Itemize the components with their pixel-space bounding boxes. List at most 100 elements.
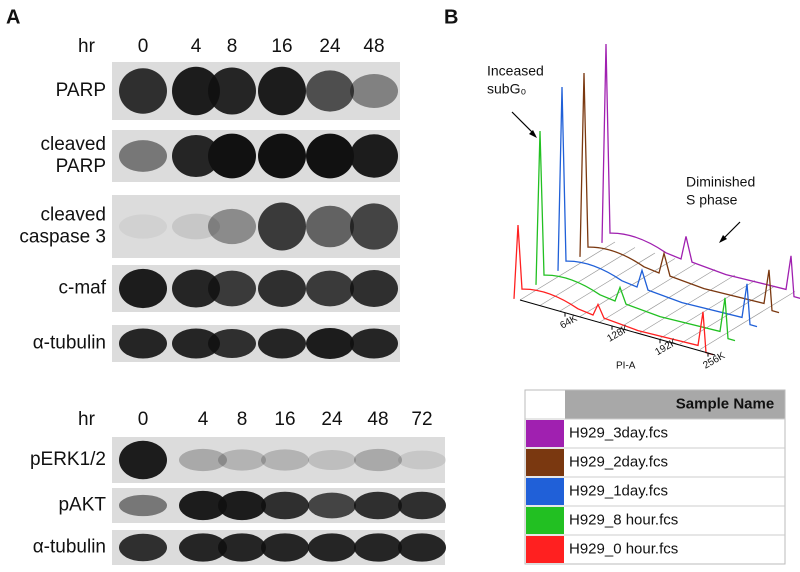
arrow-head <box>719 235 727 243</box>
blot-band <box>208 133 256 179</box>
timepoint: 48 <box>363 36 384 57</box>
hatch <box>559 252 656 312</box>
blot-band <box>208 328 256 359</box>
blot-band <box>350 134 398 178</box>
blot-band <box>350 328 398 359</box>
annotation: Diminished <box>686 174 755 190</box>
blot-band <box>398 491 446 520</box>
timepoint: 24 <box>321 409 343 430</box>
blot-band <box>308 533 356 562</box>
timepoint: 0 <box>138 409 149 430</box>
blot-band <box>306 328 354 359</box>
hr-label: hr <box>78 409 96 430</box>
blot-band <box>350 74 398 108</box>
row-label: cleaved <box>41 134 107 155</box>
blot-band <box>172 213 220 240</box>
histogram-curve <box>557 86 758 328</box>
annotation: S phase <box>686 192 738 208</box>
row-label: pAKT <box>58 495 106 516</box>
blot-band <box>350 203 398 250</box>
legend-entry: H929_1day.fcs <box>569 482 668 499</box>
blot-band <box>308 449 356 471</box>
hatch <box>539 247 636 306</box>
hatch <box>619 269 716 328</box>
blot-band <box>258 270 306 307</box>
blot-strip <box>112 437 445 483</box>
row-label: PARP <box>56 80 106 101</box>
annotation: subG₀ <box>487 81 526 97</box>
blot-band <box>261 491 309 520</box>
blot-band <box>119 68 167 114</box>
legend-swatch <box>526 478 564 505</box>
hatch <box>699 291 796 350</box>
annotation: Inceased <box>487 63 544 79</box>
legend-entry: H929_0 hour.fcs <box>569 540 678 557</box>
row-label: cleaved <box>41 205 107 226</box>
blot-band <box>308 492 356 519</box>
blot-band <box>306 133 354 179</box>
timepoint: 0 <box>138 36 149 57</box>
hatch <box>679 285 776 345</box>
blot-band <box>258 66 306 116</box>
blot-band <box>354 448 402 472</box>
blot-band <box>172 66 220 116</box>
blot-band <box>119 268 167 309</box>
legend-entry: H929_8 hour.fcs <box>569 511 678 528</box>
timepoint: 24 <box>319 36 341 57</box>
blot-band <box>258 202 306 251</box>
row-label: caspase 3 <box>19 227 106 248</box>
histogram-curve <box>579 72 780 314</box>
blot-band <box>354 491 402 520</box>
blot-band <box>119 214 167 239</box>
blot-band <box>119 140 167 172</box>
row-label: pERK1/2 <box>30 449 106 470</box>
blot-band <box>119 533 167 562</box>
hatch <box>579 258 676 317</box>
hatch <box>519 241 616 301</box>
blot-band <box>179 490 227 521</box>
timepoint: 72 <box>411 409 432 430</box>
blot-band <box>179 533 227 562</box>
blot-band <box>306 205 354 248</box>
histogram-curve <box>535 130 736 342</box>
blot-band <box>258 133 306 179</box>
timepoint: 4 <box>191 36 202 57</box>
panel-label: B <box>444 6 458 28</box>
legend-entry: H929_3day.fcs <box>569 424 668 441</box>
row-label: α-tubulin <box>33 333 106 354</box>
arrow-head <box>529 130 537 138</box>
row-label: α-tubulin <box>33 537 106 558</box>
blot-band <box>172 328 220 359</box>
blot-band <box>119 494 167 517</box>
legend-swatch <box>526 449 564 476</box>
blot-band <box>179 448 227 472</box>
timepoint: 8 <box>237 409 248 430</box>
blot-band <box>306 70 354 112</box>
hatch <box>599 263 696 323</box>
x-axis <box>519 299 716 356</box>
blot-band <box>218 449 266 471</box>
blot-band <box>350 270 398 307</box>
blot-band <box>172 269 220 308</box>
timepoint: 48 <box>367 409 388 430</box>
blot-band <box>172 134 220 178</box>
timepoint: 16 <box>274 409 295 430</box>
timepoint: 8 <box>227 36 238 57</box>
row-label: c-maf <box>59 278 107 299</box>
row-label: PARP <box>56 156 106 177</box>
panel-label: A <box>6 6 20 28</box>
arrow <box>511 111 536 136</box>
blot-band <box>398 533 446 562</box>
blot-band <box>354 533 402 562</box>
blot-band <box>306 270 354 307</box>
timepoint: 4 <box>198 409 209 430</box>
x-tick-label: 256K <box>701 350 727 371</box>
blot-band <box>119 440 167 480</box>
blot-band <box>208 67 256 115</box>
hr-label: hr <box>78 36 96 57</box>
blot-band <box>119 328 167 359</box>
blot-band <box>261 533 309 562</box>
blot-band <box>261 449 309 471</box>
blot-band <box>398 450 446 470</box>
